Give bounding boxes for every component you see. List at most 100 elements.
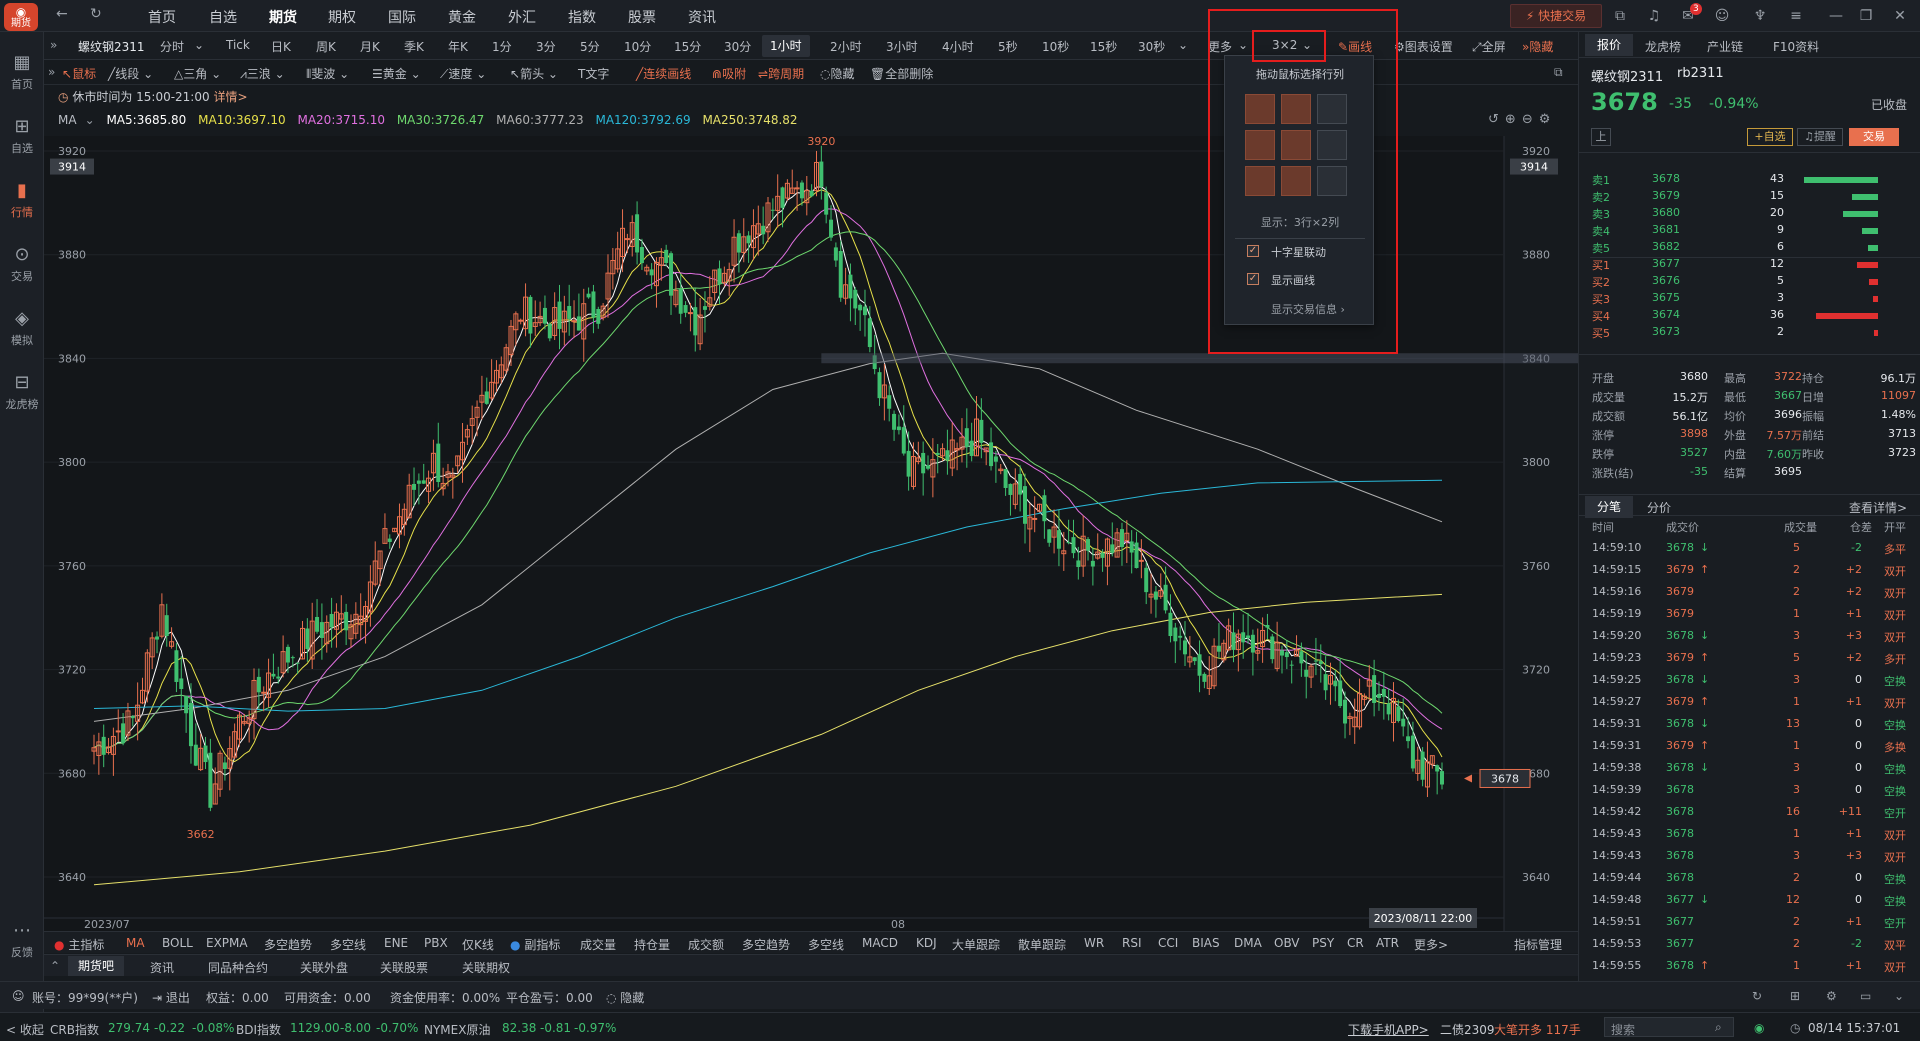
- nav-news[interactable]: 资讯: [688, 10, 716, 26]
- ask-row[interactable]: 卖2 3679 15: [1590, 189, 1920, 206]
- logout-button[interactable]: ⇥ 退出: [152, 991, 190, 1005]
- ind-more[interactable]: 更多>: [1414, 938, 1449, 952]
- app-logo[interactable]: ◉ 期货: [4, 3, 38, 31]
- ind-kdj[interactable]: KDJ: [916, 936, 937, 950]
- bid-row[interactable]: 买3 3675 3: [1590, 291, 1920, 308]
- ind-wr[interactable]: WR: [1084, 936, 1105, 950]
- up-button[interactable]: 上: [1591, 128, 1611, 146]
- ind-line2[interactable]: 多空线: [808, 938, 845, 952]
- ind-small-order[interactable]: 散单跟踪: [1018, 938, 1067, 952]
- period-4h[interactable]: 4小时: [942, 40, 974, 54]
- tool-cross-period[interactable]: ⇌跨周期: [758, 67, 805, 81]
- ind-line[interactable]: 多空线: [330, 938, 367, 952]
- ask-row[interactable]: 卖4 3681 9: [1590, 223, 1920, 240]
- bid-row[interactable]: 买2 3676 5: [1590, 274, 1920, 291]
- window-icon[interactable]: ▭: [1860, 989, 1872, 1003]
- skin-icon[interactable]: ♆: [1753, 8, 1767, 24]
- close-icon[interactable]: ✕: [1894, 8, 1906, 24]
- grid-cell-3-1[interactable]: [1245, 166, 1275, 196]
- ticker-name[interactable]: CRB指数: [50, 1023, 99, 1037]
- period-5m[interactable]: 5分: [580, 40, 600, 54]
- grid-cell-1-1[interactable]: [1245, 94, 1275, 124]
- layout-select[interactable]: 3×2: [1272, 38, 1298, 52]
- back-icon[interactable]: ←: [56, 6, 68, 22]
- zoom-out-icon[interactable]: ⊖: [1521, 112, 1539, 127]
- tab-related-stocks[interactable]: 关联股票: [380, 961, 429, 975]
- tab-news[interactable]: 资讯: [150, 961, 175, 975]
- zoom-in-icon[interactable]: ⊕: [1504, 112, 1522, 127]
- ind-oi[interactable]: 持仓量: [634, 938, 671, 952]
- tab-quote[interactable]: 报价: [1585, 34, 1634, 56]
- chart-zoom-controls[interactable]: ↺⊕⊖⚙: [1488, 112, 1556, 127]
- tab-related-foreign[interactable]: 关联外盘: [300, 961, 349, 975]
- ind-psy[interactable]: PSY: [1312, 936, 1335, 950]
- grid-cell-2-3[interactable]: [1317, 130, 1347, 160]
- period-1m[interactable]: 1分: [492, 40, 512, 54]
- quick-trade-button[interactable]: ⚡ 快捷交易: [1510, 4, 1602, 28]
- nav-favorites[interactable]: 自选: [209, 10, 237, 26]
- calc-icon[interactable]: ⊞: [1790, 989, 1801, 1003]
- tool-mouse[interactable]: ↖鼠标: [62, 67, 97, 81]
- fullscreen-button[interactable]: ⤢全屏: [1472, 40, 1506, 54]
- tool-delete-all[interactable]: 🗑全部删除: [870, 67, 934, 81]
- ask-row[interactable]: 卖3 3680 20: [1590, 206, 1920, 223]
- grid-cell-3-2[interactable]: [1281, 166, 1311, 196]
- ask-row[interactable]: 卖5 3682 6: [1590, 240, 1920, 257]
- ind-pbx[interactable]: PBX: [424, 936, 448, 950]
- nav-options[interactable]: 期权: [328, 10, 356, 26]
- tool-fibonacci[interactable]: ⦀斐波 ⌄: [306, 67, 350, 81]
- period-3h[interactable]: 3小时: [886, 40, 918, 54]
- period-10s[interactable]: 10秒: [1042, 40, 1070, 54]
- ask-row[interactable]: 卖1 3678 43: [1590, 172, 1920, 189]
- settings-icon[interactable]: ⚙: [1826, 989, 1837, 1003]
- period-timeshare[interactable]: 分时: [160, 40, 185, 54]
- tool-hide[interactable]: ◌隐藏: [820, 67, 855, 81]
- ind-amount[interactable]: 成交额: [688, 938, 725, 952]
- tool-three-wave[interactable]: ⩘三浪 ⌄: [240, 67, 285, 81]
- hide-button[interactable]: »隐藏: [1522, 40, 1554, 54]
- period-2h[interactable]: 2小时: [830, 40, 862, 54]
- sidebar-item-feedback[interactable]: ⋯ 反馈: [0, 920, 44, 960]
- chevron-down-icon[interactable]: ⌄: [1238, 38, 1249, 52]
- tab-same-variety[interactable]: 同品种合约: [208, 961, 269, 975]
- restore-icon[interactable]: ❐: [1859, 8, 1873, 24]
- bell-icon[interactable]: ♫: [1647, 8, 1661, 24]
- period-1h[interactable]: 1小时: [762, 35, 810, 57]
- bid-row[interactable]: 买4 3674 36: [1590, 308, 1920, 325]
- tool-snap[interactable]: ⋒吸附: [712, 67, 747, 81]
- rest-detail-link[interactable]: 详情>: [213, 90, 248, 104]
- trade-button[interactable]: 交易: [1849, 128, 1899, 146]
- collapse-icon[interactable]: ⌄: [1894, 989, 1905, 1003]
- tool-golden[interactable]: ☰黄金 ⌄: [372, 67, 421, 81]
- undo-icon[interactable]: ↺: [1488, 112, 1505, 127]
- download-app-link[interactable]: 下载手机APP>: [1348, 1023, 1429, 1037]
- tool-continuous-draw[interactable]: ╱连续画线: [636, 67, 692, 81]
- ind-expma[interactable]: EXPMA: [206, 936, 248, 950]
- chevron-down-icon[interactable]: ⌄: [1302, 38, 1313, 52]
- ind-dma[interactable]: DMA: [1234, 936, 1262, 950]
- nav-stocks[interactable]: 股票: [628, 10, 656, 26]
- tab-industry[interactable]: 产业链: [1707, 40, 1744, 54]
- tool-arrow[interactable]: ↖箭头 ⌄: [510, 67, 558, 81]
- ind-kline[interactable]: 仅K线: [462, 938, 494, 952]
- view-detail-link[interactable]: 查看详情>: [1849, 501, 1908, 515]
- show-draw-checkbox[interactable]: ✓: [1247, 273, 1259, 285]
- grid-cell-1-3[interactable]: [1317, 94, 1347, 124]
- sidebar-item-simulate[interactable]: ◈ 模拟: [0, 308, 44, 348]
- tool-speed[interactable]: ⟋速度 ⌄: [440, 67, 487, 81]
- crosshair-checkbox[interactable]: ✓: [1247, 245, 1259, 257]
- bid-row[interactable]: 买5 3673 2: [1590, 325, 1920, 342]
- period-15s[interactable]: 15秒: [1090, 40, 1118, 54]
- chart-settings-button[interactable]: ⚙图表设置: [1394, 40, 1453, 54]
- ind-atr[interactable]: ATR: [1376, 936, 1399, 950]
- ind-trend[interactable]: 多空趋势: [264, 938, 313, 952]
- grid-cell-2-1[interactable]: [1245, 130, 1275, 160]
- nav-gold[interactable]: 黄金: [448, 10, 476, 26]
- grid-cell-2-2[interactable]: [1281, 130, 1311, 160]
- ma-label[interactable]: MA: [58, 113, 77, 127]
- indicator-manage[interactable]: 指标管理: [1514, 938, 1563, 952]
- ind-ene[interactable]: ENE: [384, 936, 409, 950]
- tab-related-options[interactable]: 关联期权: [462, 961, 511, 975]
- ind-cr[interactable]: CR: [1347, 936, 1364, 950]
- tool-triangle[interactable]: △三角 ⌄: [174, 67, 222, 81]
